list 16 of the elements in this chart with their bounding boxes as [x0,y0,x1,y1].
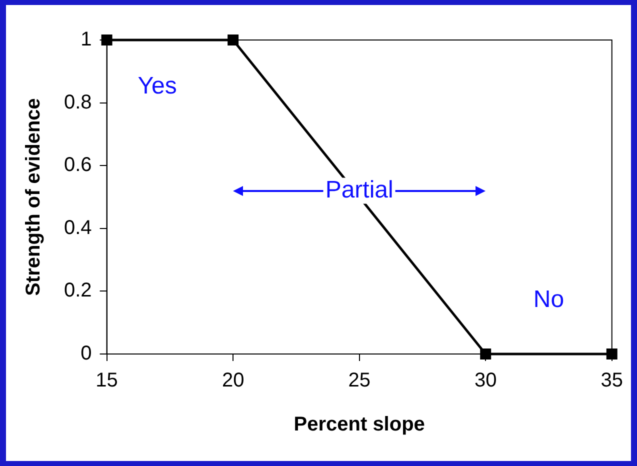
x-tick-label: 35 [600,370,623,392]
y-tick-label: 0.4 [64,216,92,239]
y-tick-label: 1 [80,28,92,51]
y-tick-label: 0.6 [64,154,92,176]
y-tick-label: 0.8 [64,91,92,114]
x-tick-label: 15 [96,370,118,392]
annotation: No [533,286,564,314]
x-tick-label: 20 [222,370,244,392]
y-tick-label: 0 [80,342,92,365]
x-tick-label: 30 [474,370,497,392]
annotation: Yes [138,72,177,100]
annotation: Partial [325,176,394,204]
y-tick-label: 0.2 [64,280,92,302]
y-axis-title: Strength of evidence [22,98,45,296]
x-tick-label: 25 [348,370,370,392]
x-axis-title: Percent slope [294,414,425,436]
